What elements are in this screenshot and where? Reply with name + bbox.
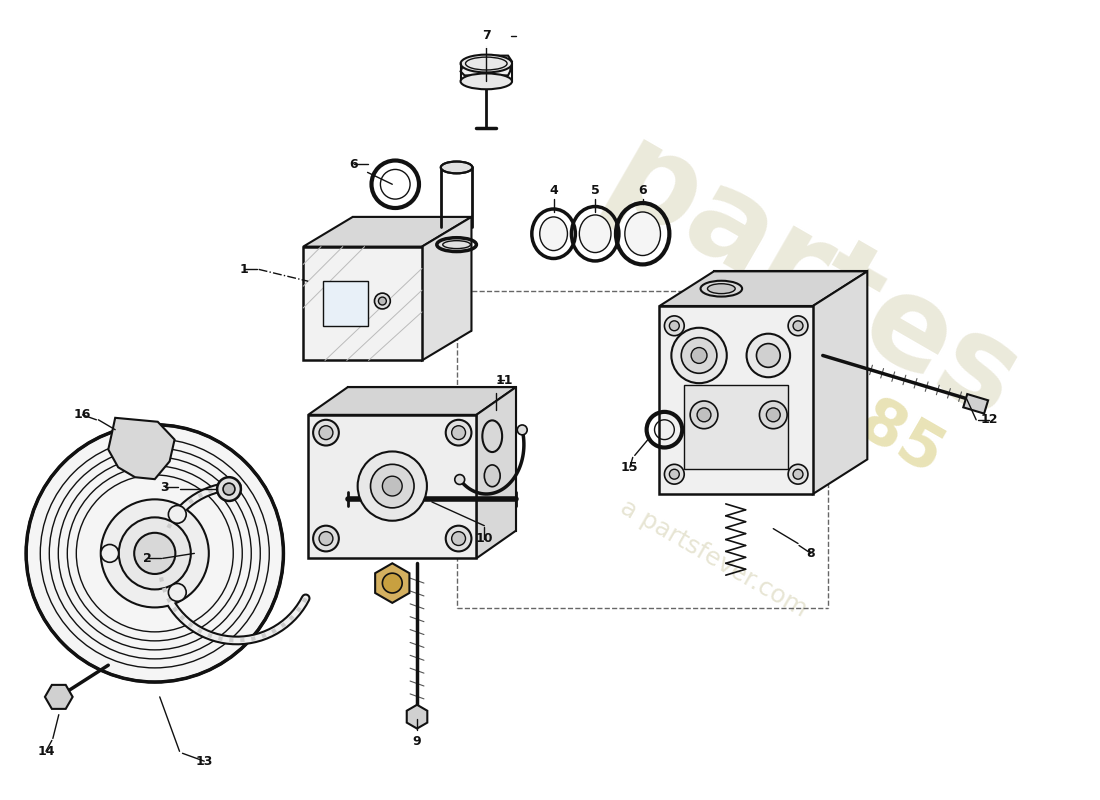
Text: 1985: 1985	[772, 350, 953, 490]
Text: 16: 16	[74, 408, 91, 422]
Text: 5: 5	[591, 184, 600, 197]
Ellipse shape	[625, 212, 660, 255]
Circle shape	[383, 476, 403, 496]
Circle shape	[788, 316, 807, 336]
Circle shape	[101, 499, 209, 607]
Text: 11: 11	[495, 374, 513, 386]
Circle shape	[358, 451, 427, 521]
Circle shape	[383, 573, 403, 593]
Circle shape	[101, 545, 119, 562]
Circle shape	[690, 401, 718, 429]
Circle shape	[319, 426, 333, 439]
Circle shape	[371, 464, 414, 508]
Polygon shape	[45, 685, 73, 709]
Circle shape	[664, 316, 684, 336]
Text: 1: 1	[240, 263, 249, 276]
Circle shape	[454, 474, 464, 485]
Polygon shape	[461, 56, 512, 75]
Polygon shape	[660, 271, 867, 306]
Bar	[684, 385, 788, 470]
Circle shape	[670, 321, 680, 330]
Circle shape	[788, 464, 807, 484]
Text: 14: 14	[37, 745, 55, 758]
Circle shape	[691, 347, 707, 363]
Circle shape	[793, 321, 803, 330]
Text: 12: 12	[980, 414, 998, 426]
Ellipse shape	[441, 162, 472, 174]
Ellipse shape	[540, 217, 568, 250]
Circle shape	[446, 420, 472, 446]
Polygon shape	[422, 217, 472, 361]
Polygon shape	[714, 271, 867, 459]
Ellipse shape	[482, 420, 502, 452]
Text: 2: 2	[143, 552, 152, 565]
Ellipse shape	[461, 54, 512, 73]
Polygon shape	[304, 217, 472, 246]
Circle shape	[452, 532, 465, 546]
Circle shape	[168, 583, 186, 602]
Circle shape	[168, 506, 186, 523]
Ellipse shape	[701, 281, 743, 297]
Circle shape	[670, 470, 680, 479]
Text: 10: 10	[475, 532, 493, 545]
Polygon shape	[813, 271, 867, 494]
Polygon shape	[348, 387, 516, 530]
Text: 3: 3	[161, 481, 169, 494]
Circle shape	[314, 526, 339, 551]
Circle shape	[681, 338, 717, 374]
Polygon shape	[476, 387, 516, 558]
Text: partes: partes	[586, 115, 1040, 447]
Ellipse shape	[580, 215, 611, 253]
Bar	[323, 282, 367, 326]
Text: 15: 15	[621, 461, 638, 474]
Ellipse shape	[461, 74, 512, 90]
Circle shape	[767, 408, 780, 422]
Circle shape	[697, 408, 711, 422]
Text: 9: 9	[412, 735, 421, 748]
Polygon shape	[108, 418, 175, 479]
Polygon shape	[407, 705, 427, 729]
Text: 13: 13	[196, 754, 213, 768]
Circle shape	[671, 328, 727, 383]
Ellipse shape	[484, 465, 500, 486]
Circle shape	[664, 464, 684, 484]
Circle shape	[26, 425, 284, 682]
Polygon shape	[308, 387, 516, 415]
Circle shape	[217, 477, 241, 501]
Text: 8: 8	[806, 547, 815, 560]
Circle shape	[452, 426, 465, 439]
Polygon shape	[353, 217, 472, 330]
Circle shape	[757, 343, 780, 367]
Polygon shape	[660, 306, 813, 494]
Text: 6: 6	[350, 158, 358, 171]
Text: 4: 4	[549, 184, 558, 197]
Ellipse shape	[707, 284, 735, 294]
Circle shape	[223, 483, 235, 495]
Polygon shape	[304, 246, 422, 361]
Circle shape	[747, 334, 790, 378]
Text: 7: 7	[482, 30, 491, 42]
Text: a partsfever.com: a partsfever.com	[616, 495, 812, 622]
Bar	[964, 394, 988, 414]
Circle shape	[378, 297, 386, 305]
Circle shape	[374, 293, 390, 309]
Circle shape	[446, 526, 472, 551]
Polygon shape	[375, 563, 409, 603]
Circle shape	[517, 425, 527, 435]
Circle shape	[759, 401, 788, 429]
Circle shape	[134, 533, 175, 574]
Polygon shape	[308, 415, 476, 558]
Circle shape	[319, 532, 333, 546]
Text: 6: 6	[638, 184, 647, 197]
Circle shape	[314, 420, 339, 446]
Circle shape	[119, 518, 190, 590]
Circle shape	[793, 470, 803, 479]
